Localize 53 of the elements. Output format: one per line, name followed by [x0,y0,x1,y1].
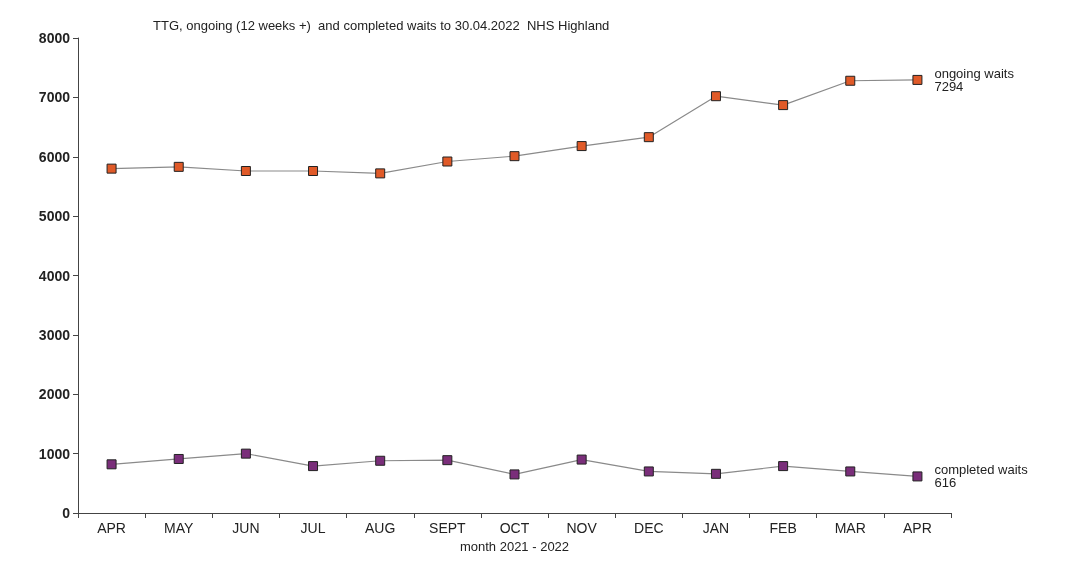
x-tick-label: AUG [365,520,396,536]
x-tick-label: DEC [634,520,664,536]
point [375,168,386,179]
x-tick-label: JUN [232,520,260,536]
point [173,161,184,172]
x-tick-label: SEPT [429,520,467,536]
point [106,459,117,470]
x-tick-label: OCT [499,520,530,536]
y-tick-label: 6000 [38,148,71,165]
point [643,132,654,143]
point [375,455,386,466]
x-tick-label: APR [97,520,126,536]
data-label: 616 [934,475,957,491]
point [576,454,587,465]
point [845,75,856,86]
series-label: completed waits [934,462,1029,478]
point [509,151,520,162]
point [710,91,721,102]
point [845,466,856,477]
x-tick-label: APR [903,520,932,536]
point [106,163,117,174]
point [308,461,319,472]
x-tick-label: JAN [702,520,730,536]
point [778,100,789,111]
y-tick-label: 1000 [38,445,71,462]
point [643,466,654,477]
x-tick-label: NOV [566,520,598,536]
series-label: ongoing waits [934,65,1015,81]
point [710,468,721,479]
y-tick-label: 0 [62,505,71,521]
x-tick-label: JUL [300,520,326,536]
point [912,471,923,482]
y-tick-label: 5000 [38,208,71,225]
chart-title: TTG, ongoing (12 weeks +) and completed waits to 30.04.2022 NHS Highland [153,18,610,33]
x-tick-label: FEB [769,520,797,536]
point [240,166,251,176]
y-tick-label: 2000 [38,386,71,403]
x-axis-title: month 2021 - 2022 [459,538,570,554]
point [240,448,251,459]
y-tick-label: 3000 [38,326,71,343]
point [778,461,789,472]
point [442,455,453,466]
point [308,166,319,176]
point [912,74,923,85]
point [576,141,587,152]
x-tick-label: MAR [834,520,866,536]
y-tick-label: 4000 [38,267,71,284]
point [173,453,184,464]
y-tick-label: 7000 [38,89,71,106]
point [442,156,453,167]
y-tick-label: 8000 [38,30,71,46]
point [509,469,520,480]
x-tick-label: MAY [164,520,195,536]
